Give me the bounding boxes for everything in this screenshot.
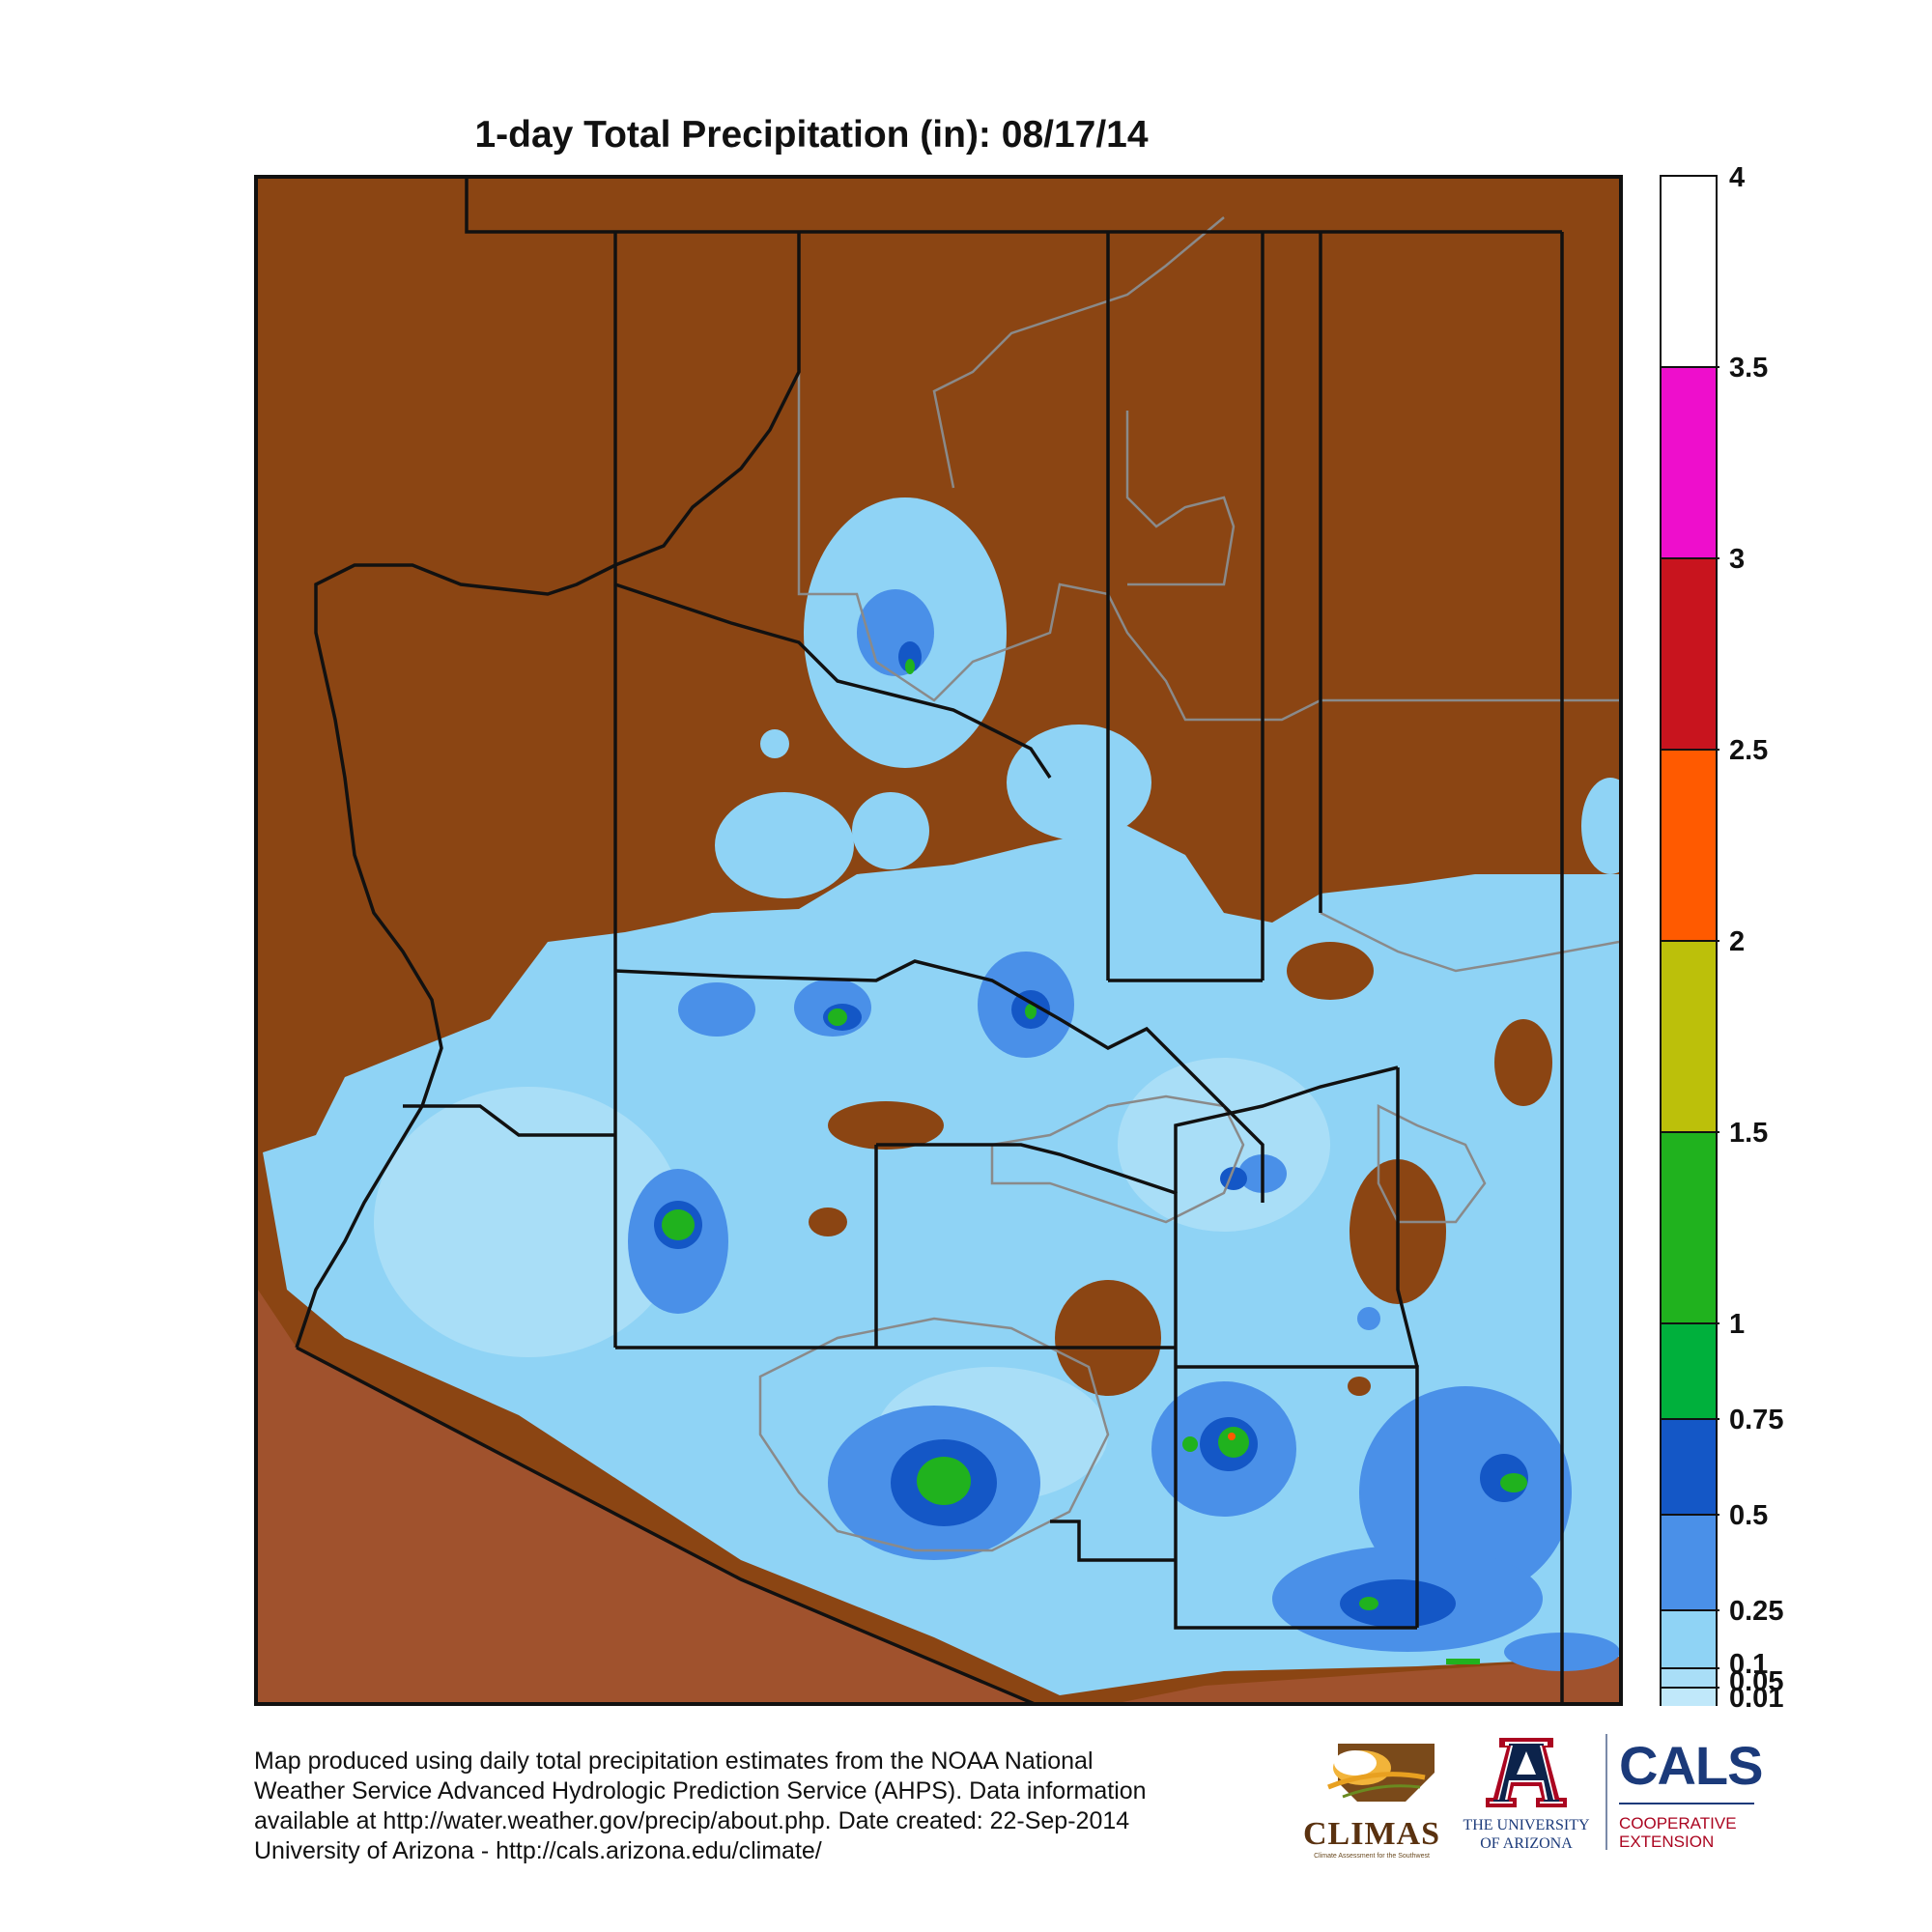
legend-tick xyxy=(1660,940,1719,942)
legend-band xyxy=(1662,1689,1716,1706)
map-title: 1-day Total Precipitation (in): 08/17/14 xyxy=(474,114,1149,156)
legend-tick xyxy=(1660,1322,1719,1324)
ua-line2: OF ARIZONA xyxy=(1480,1835,1573,1852)
cals-rule xyxy=(1619,1803,1754,1804)
legend-label-2-5: 2.5 xyxy=(1729,735,1769,766)
precip-cluster-ne xyxy=(1581,778,1619,874)
precip-green xyxy=(1025,1004,1037,1019)
legend-label-0-1: 0.1 xyxy=(1729,1649,1769,1680)
dry-patch xyxy=(1494,1019,1552,1106)
legend-band xyxy=(1662,177,1716,368)
county-boundaries xyxy=(295,179,1564,1702)
precip-cluster-north-4 xyxy=(852,792,929,869)
legend-label-1: 1 xyxy=(1729,1309,1746,1340)
mexico-region xyxy=(258,1290,1031,1702)
map-panel xyxy=(254,175,1623,1706)
footer-line: Weather Service Advanced Hydrologic Pred… xyxy=(254,1777,1147,1804)
dry-patch xyxy=(1348,1377,1371,1396)
climas-logo: CLIMAS Climate Assessment for the Southw… xyxy=(1299,1734,1444,1860)
legend-tick xyxy=(1660,749,1719,751)
legend-label-3-5: 3.5 xyxy=(1729,353,1769,384)
legend-band xyxy=(1662,751,1716,942)
climas-emblem-icon xyxy=(1327,1744,1435,1802)
precip-medium xyxy=(678,982,755,1037)
dry-patch xyxy=(1055,1280,1161,1396)
precipitation-map xyxy=(258,179,1619,1702)
cals-logo: CALS COOPERATIVE EXTENSION xyxy=(1619,1734,1764,1860)
legend-tick xyxy=(1660,1687,1719,1689)
legend-tick xyxy=(1660,1418,1719,1420)
precip-patch xyxy=(374,1087,683,1357)
legend-label-0-5: 0.5 xyxy=(1729,1500,1769,1531)
cals-name: CALS xyxy=(1619,1735,1763,1796)
legend-label-0-01: 0.01 xyxy=(1729,1683,1784,1714)
footer-credits: Map produced using daily total precipita… xyxy=(254,1747,1307,1866)
logo-divider xyxy=(1605,1734,1607,1850)
footer-line: Map produced using daily total precipita… xyxy=(254,1747,1094,1775)
legend-label-4: 4 xyxy=(1729,162,1746,193)
precip-green xyxy=(1446,1659,1480,1664)
legend-label-0-25: 0.25 xyxy=(1729,1596,1784,1627)
precip-green xyxy=(1500,1473,1527,1492)
ua-logo: THE UNIVERSITY OF ARIZONA xyxy=(1459,1734,1594,1860)
precip-orange xyxy=(1228,1433,1236,1440)
precip-green xyxy=(662,1209,695,1240)
mexico-region-east xyxy=(1122,1657,1619,1702)
dry-patch xyxy=(809,1208,847,1236)
footer-line: University of Arizona - http://cals.ariz… xyxy=(254,1837,822,1864)
precip-cluster-north-2 xyxy=(1007,724,1151,840)
legend-tick xyxy=(1660,1131,1719,1133)
precip-patch xyxy=(1118,1058,1330,1232)
legend-band xyxy=(1662,1133,1716,1324)
precip-medium xyxy=(1357,1307,1380,1330)
legend-band xyxy=(1662,1516,1716,1611)
precip-green xyxy=(1182,1436,1198,1452)
dry-patch xyxy=(828,1101,944,1150)
legend-label-2: 2 xyxy=(1729,926,1746,957)
precip-green xyxy=(1359,1597,1378,1610)
legend-band xyxy=(1662,368,1716,559)
precip-green xyxy=(917,1457,971,1505)
ua-line1: THE UNIVERSITY xyxy=(1463,1817,1590,1833)
precip-dark xyxy=(1340,1579,1456,1628)
ua-a-icon xyxy=(1486,1738,1567,1807)
legend-label-1-5: 1.5 xyxy=(1729,1118,1769,1149)
precip-green xyxy=(1218,1427,1249,1458)
legend-label-0-05: 0.05 xyxy=(1729,1666,1784,1697)
precip-dark xyxy=(898,641,922,672)
cals-line2: EXTENSION xyxy=(1619,1833,1715,1851)
legend-label-3: 3 xyxy=(1729,544,1746,575)
precip-medium xyxy=(1359,1386,1572,1599)
legend-band xyxy=(1662,942,1716,1133)
legend-tick xyxy=(1660,557,1719,559)
reservation-boundaries xyxy=(758,216,1619,1552)
legend-label-0-75: 0.75 xyxy=(1729,1405,1784,1435)
legend-tick xyxy=(1660,1609,1719,1611)
climas-name: CLIMAS xyxy=(1302,1816,1441,1852)
precip-green xyxy=(828,1009,847,1026)
legend-tick xyxy=(1660,366,1719,368)
footer-line: available at http://water.weather.gov/pr… xyxy=(254,1807,1130,1834)
precip-green xyxy=(905,659,915,674)
precip-cluster-north-5 xyxy=(760,729,789,758)
legend-band xyxy=(1662,1324,1716,1420)
climas-tagline: Climate Assessment for the Southwest xyxy=(1314,1853,1430,1860)
dry-patch xyxy=(1287,942,1374,1000)
legend-tick xyxy=(1660,1514,1719,1516)
legend-band xyxy=(1662,559,1716,751)
precip-cluster-north-3 xyxy=(715,792,854,898)
legend-band xyxy=(1662,1669,1716,1689)
legend-tick xyxy=(1660,1667,1719,1669)
legend-band xyxy=(1662,1420,1716,1516)
legend-band xyxy=(1662,1611,1716,1669)
cals-line1: COOPERATIVE xyxy=(1619,1814,1737,1833)
